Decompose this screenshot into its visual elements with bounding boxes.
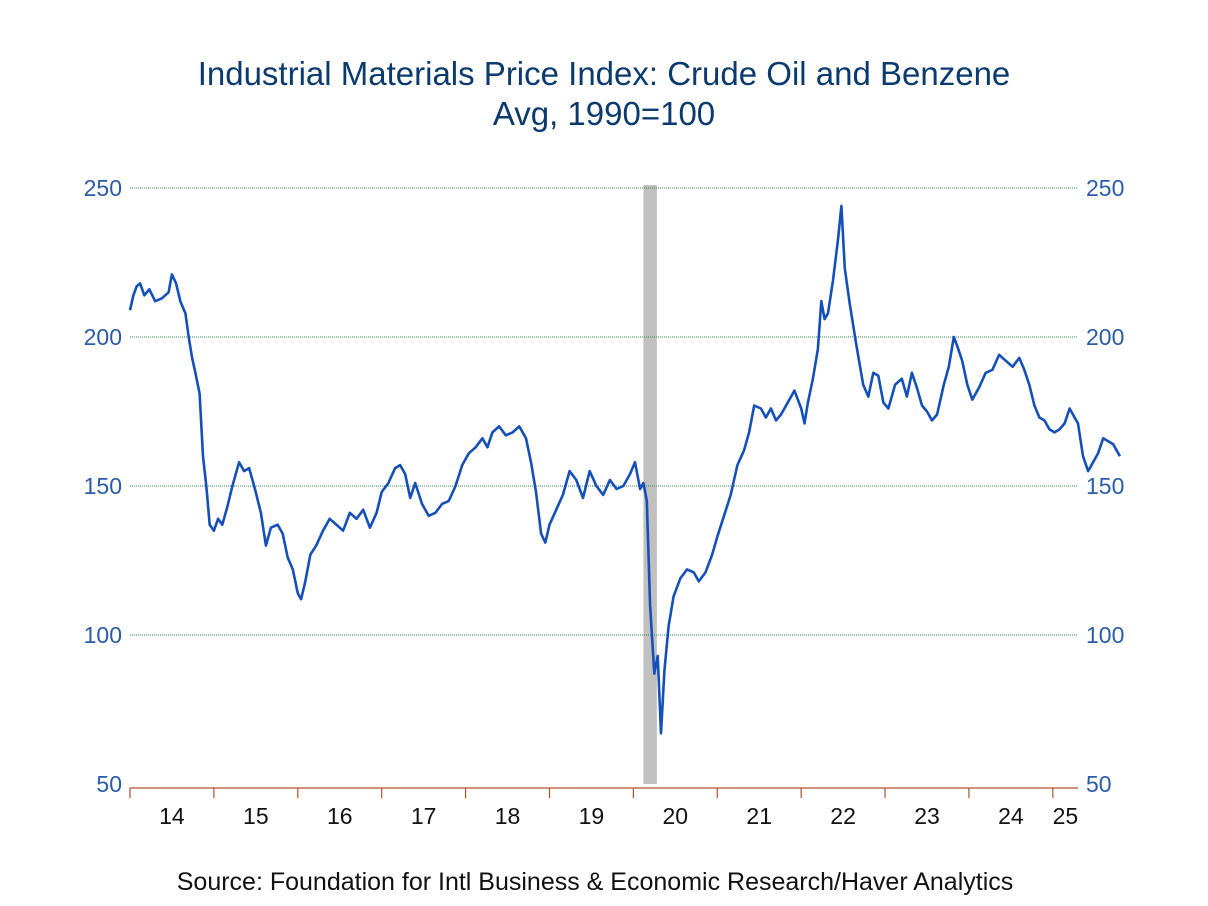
x-tick-label-25: 25 — [1053, 803, 1079, 829]
x-tick-label-15: 15 — [243, 803, 269, 829]
y-tick-right-200: 200 — [1086, 324, 1124, 350]
y-tick-right-250: 250 — [1086, 175, 1124, 201]
y-tick-right-100: 100 — [1086, 622, 1124, 648]
x-tick-label-24: 24 — [998, 803, 1024, 829]
series-line-0 — [128, 204, 1122, 735]
x-tick-label-17: 17 — [411, 803, 437, 829]
x-tick-label-16: 16 — [327, 803, 353, 829]
y-axis-right-labels: 50 100 150 200 250 — [1086, 175, 1124, 797]
x-tick-label-20: 20 — [663, 803, 689, 829]
y-tick-right-50: 50 — [1086, 771, 1112, 797]
y-tick-left-200: 200 — [84, 324, 122, 350]
y-tick-left-250: 250 — [84, 175, 122, 201]
gridlines — [130, 187, 1078, 636]
x-tick-label-21: 21 — [746, 803, 772, 829]
y-tick-right-150: 150 — [1086, 473, 1124, 499]
y-tick-left-50: 50 — [96, 771, 122, 797]
recession-shading-layer — [643, 185, 657, 784]
x-tick-label-14: 14 — [159, 803, 185, 829]
x-tick-label-23: 23 — [914, 803, 940, 829]
x-tick-label-18: 18 — [495, 803, 521, 829]
y-tick-left-150: 150 — [84, 473, 122, 499]
x-axis — [129, 787, 1078, 798]
x-tick-label-19: 19 — [579, 803, 605, 829]
x-tick-label-22: 22 — [830, 803, 856, 829]
source-note: Source: Foundation for Intl Business & E… — [176, 868, 1014, 896]
chart-title: Industrial Materials Price Index: Crude … — [197, 55, 1011, 92]
chart-subtitle: Avg, 1990=100 — [492, 95, 716, 132]
y-tick-left-100: 100 — [84, 622, 122, 648]
series-layer — [128, 204, 1122, 735]
x-axis-labels: 14 15 16 17 18 19 20 21 22 23 24 25 — [159, 803, 1078, 829]
recession-shade-0 — [643, 185, 657, 784]
y-axis-left-labels: 50 100 150 200 250 — [84, 175, 122, 797]
